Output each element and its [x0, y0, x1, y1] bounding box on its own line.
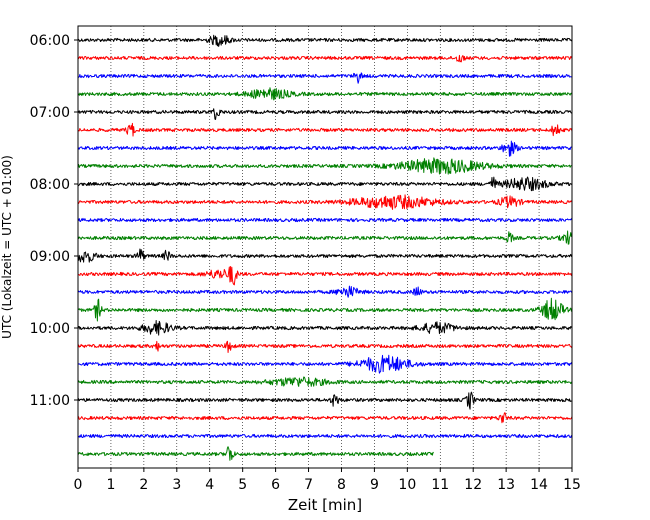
trace-1130 — [77, 433, 573, 439]
trace-0800 — [77, 176, 573, 192]
x-tick-label: 15 — [563, 477, 581, 493]
trace-0900 — [77, 248, 573, 263]
trace-0730 — [77, 140, 573, 157]
x-tick-label: 10 — [398, 477, 416, 493]
y-tick-label: 09:00 — [30, 249, 70, 265]
y-tick-label: 11:00 — [30, 393, 70, 409]
trace-0615 — [77, 54, 573, 63]
y-axis-ticks: 06:00 07:00 08:00 09:00 10:00 11:00 — [30, 33, 78, 409]
trace-group — [77, 34, 573, 461]
x-tick-label: 0 — [74, 477, 83, 493]
x-tick-label: 4 — [205, 477, 214, 493]
trace-1145 — [77, 446, 434, 461]
trace-1015 — [77, 340, 573, 353]
x-tick-label: 2 — [139, 477, 148, 493]
trace-1030 — [77, 354, 573, 374]
y-tick-label: 10:00 — [30, 321, 70, 337]
trace-0745 — [77, 157, 573, 175]
x-tick-label: 14 — [530, 477, 548, 493]
trace-0715 — [77, 122, 573, 137]
y-tick-label: 08:00 — [30, 177, 70, 193]
x-axis-label: Zeit [min] — [288, 496, 362, 514]
y-tick-label: 07:00 — [30, 105, 70, 121]
x-tick-label: 12 — [464, 477, 482, 493]
trace-1000 — [77, 320, 573, 336]
trace-1100 — [77, 391, 573, 410]
trace-0945 — [77, 297, 573, 322]
trace-0630 — [77, 72, 573, 84]
trace-1115 — [77, 412, 573, 424]
x-tick-label: 7 — [304, 477, 313, 493]
x-tick-label: 5 — [238, 477, 247, 493]
trace-0830 — [77, 217, 573, 223]
x-tick-label: 6 — [271, 477, 280, 493]
x-tick-label: 9 — [370, 477, 379, 493]
x-tick-label: 3 — [172, 477, 181, 493]
trace-1045 — [77, 376, 573, 387]
x-axis-ticks: 0 1 2 3 4 5 6 7 8 9 10 11 12 13 14 15 — [74, 468, 581, 493]
trace-0645 — [77, 87, 573, 101]
x-tick-label: 8 — [337, 477, 346, 493]
trace-0845 — [77, 230, 573, 245]
y-axis-label: UTC (Lokalzeit = UTC + 01:00) — [0, 155, 14, 339]
y-tick-label: 06:00 — [30, 33, 70, 49]
trace-0915 — [77, 266, 573, 286]
trace-0815 — [77, 194, 573, 210]
x-tick-label: 13 — [497, 477, 515, 493]
trace-0600 — [77, 34, 573, 47]
trace-0930 — [77, 285, 573, 298]
plot-frame — [77, 25, 573, 469]
x-tick-label: 1 — [106, 477, 115, 493]
trace-0700 — [77, 108, 573, 120]
x-tick-label: 11 — [431, 477, 449, 493]
